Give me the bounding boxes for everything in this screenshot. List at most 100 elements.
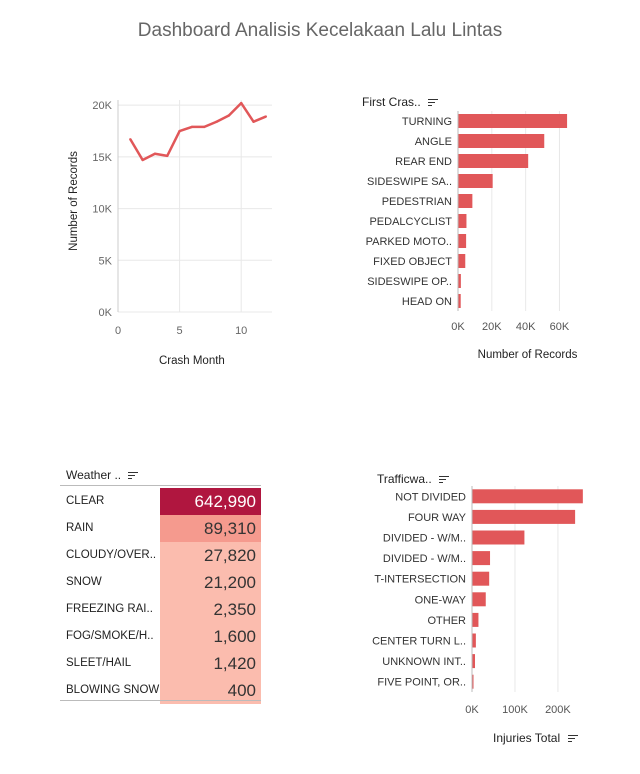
table-row[interactable]: RAIN 89,310 <box>60 515 261 542</box>
table-row[interactable]: CLOUDY/OVER.. 27,820 <box>60 542 261 569</box>
bar <box>472 592 486 607</box>
y-tick-label: 15K <box>92 152 112 164</box>
bar <box>472 612 479 627</box>
weather-category: FREEZING RAI.. <box>66 603 153 615</box>
x-tick-label: 10 <box>235 325 247 337</box>
bar <box>458 134 545 148</box>
first-crash-header[interactable]: First Cras.. <box>362 95 439 109</box>
table-row[interactable]: SNOW 21,200 <box>60 569 261 596</box>
category-label: DIVIDED - W/M.. <box>383 553 466 565</box>
line-point <box>203 125 206 129</box>
bar <box>472 509 576 524</box>
weather-value-cell: 2,350 <box>160 596 261 623</box>
x-tick-label: 60K <box>550 321 570 333</box>
category-label: CENTER TURN L.. <box>372 636 466 648</box>
category-label: T-INTERSECTION <box>374 574 466 586</box>
line-point <box>166 154 169 158</box>
x-tick-label: 20K <box>482 321 502 333</box>
trafficway-header[interactable]: Trafficwa.. <box>377 472 450 486</box>
first-crash-header-label: First Cras.. <box>362 95 421 109</box>
weather-value-cell: 21,200 <box>160 569 261 596</box>
weather-value-cell: 642,990 <box>160 488 261 515</box>
x-axis-title: Number of Records <box>478 349 578 361</box>
category-label: DIVIDED - W/M.. <box>383 533 466 545</box>
x-tick-label: 200K <box>545 704 571 716</box>
bar <box>458 274 461 288</box>
x-tick-label: 100K <box>502 704 528 716</box>
category-label: FIVE POINT, OR.. <box>377 677 466 689</box>
sort-icon[interactable] <box>439 475 450 484</box>
weather-value-cell: 27,820 <box>160 542 261 569</box>
line-point <box>190 125 194 129</box>
line-point <box>215 120 218 123</box>
weather-value-cell: 400 <box>160 677 261 704</box>
bar <box>458 254 466 268</box>
category-label: PEDESTRIAN <box>382 196 452 208</box>
weather-value-cell: 1,600 <box>160 623 261 650</box>
sort-icon[interactable] <box>428 98 439 107</box>
category-label: PEDALCYCLIST <box>369 216 452 228</box>
line-point <box>252 120 255 123</box>
weather-category: CLEAR <box>66 495 105 507</box>
category-label: NOT DIVIDED <box>395 491 466 503</box>
bar <box>458 234 467 248</box>
bar <box>472 489 583 504</box>
bar <box>472 551 491 566</box>
weather-category: BLOWING SNOW <box>66 684 160 696</box>
bar <box>472 530 525 545</box>
y-axis-title: Number of Records <box>68 151 80 251</box>
line-point <box>264 115 268 118</box>
table-row[interactable]: FOG/SMOKE/H.. 1,600 <box>60 623 261 650</box>
bar <box>472 571 490 586</box>
bar <box>458 214 467 228</box>
category-label: FOUR WAY <box>408 512 467 524</box>
weather-category: RAIN <box>66 522 94 534</box>
bar <box>458 174 493 188</box>
injuries-axis-title[interactable]: Injuries Total <box>493 731 578 745</box>
weather-header[interactable]: Weather .. <box>66 468 139 482</box>
y-tick-label: 20K <box>92 100 112 112</box>
bar <box>472 633 476 648</box>
table-row[interactable]: FREEZING RAI.. 2,350 <box>60 596 261 623</box>
x-tick-label: 5 <box>177 325 183 337</box>
weather-category: SLEET/HAIL <box>66 657 132 669</box>
x-tick-label: 40K <box>516 321 536 333</box>
category-label: ONE-WAY <box>415 594 467 606</box>
line-point <box>227 114 231 117</box>
x-tick-label: 0 <box>115 325 121 337</box>
line-point <box>153 152 157 155</box>
dashboard-title: Dashboard Analisis Kecelakaan Lalu Linta… <box>137 20 503 41</box>
sort-icon[interactable] <box>128 471 139 480</box>
category-label: ANGLE <box>415 136 452 148</box>
bar <box>458 114 568 128</box>
y-tick-label: 10K <box>92 204 112 216</box>
category-label: OTHER <box>428 615 467 627</box>
bar <box>458 154 529 168</box>
trafficway-header-label: Trafficwa.. <box>377 472 432 486</box>
table-row[interactable]: BLOWING SNOW 400 <box>60 677 261 704</box>
bar <box>458 194 473 208</box>
weather-table-top-rule <box>60 485 261 486</box>
injuries-axis-label: Injuries Total <box>493 731 561 745</box>
series-line <box>129 101 267 162</box>
y-tick-label: 0K <box>99 307 113 319</box>
category-label: FIXED OBJECT <box>373 256 452 268</box>
line-point <box>240 101 243 105</box>
table-row[interactable]: CLEAR 642,990 <box>60 488 261 515</box>
sort-icon[interactable] <box>567 734 578 743</box>
weather-category: SNOW <box>66 576 102 588</box>
table-row[interactable]: SLEET/HAIL 1,420 <box>60 650 261 677</box>
weather-value-cell: 1,420 <box>160 650 261 677</box>
weather-value-cell: 89,310 <box>160 515 261 542</box>
x-tick-label: 0K <box>451 321 465 333</box>
x-tick-label: 0K <box>465 704 479 716</box>
category-label: TURNING <box>402 116 452 128</box>
line-point <box>141 158 144 162</box>
x-axis-title: Crash Month <box>159 355 225 367</box>
bar <box>472 674 474 689</box>
category-label: SIDESWIPE SA.. <box>367 176 452 188</box>
category-label: PARKED MOTO.. <box>366 236 452 248</box>
